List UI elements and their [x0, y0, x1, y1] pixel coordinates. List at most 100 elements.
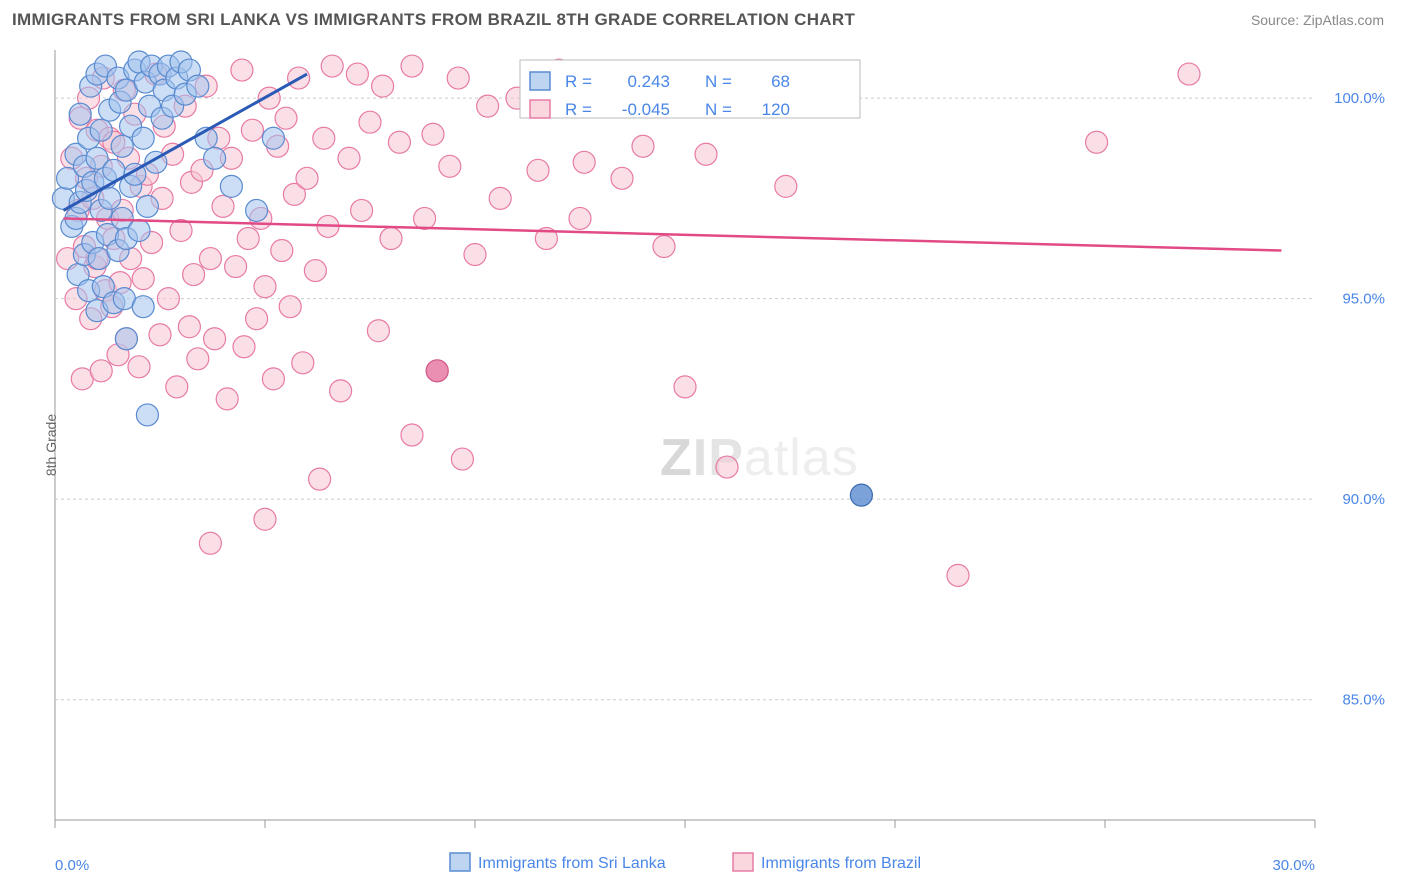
- legend-series-label: Immigrants from Sri Lanka: [478, 855, 666, 872]
- data-point: [99, 187, 121, 209]
- data-point: [254, 276, 276, 298]
- legend-r-value: 0.243: [627, 72, 670, 91]
- data-point: [775, 175, 797, 197]
- data-point: [451, 448, 473, 470]
- chart-container: 8th Grade 85.0%90.0%95.0%100.0%0.0%30.0%…: [50, 45, 1395, 845]
- y-tick-label: 100.0%: [1334, 90, 1385, 107]
- legend-r-label: R =: [565, 72, 592, 91]
- data-point: [447, 67, 469, 89]
- data-point: [414, 207, 436, 229]
- header: IMMIGRANTS FROM SRI LANKA VS IMMIGRANTS …: [0, 0, 1406, 36]
- data-point: [187, 75, 209, 97]
- data-point: [573, 151, 595, 173]
- legend-n-value: 120: [762, 100, 790, 119]
- data-point: [212, 195, 234, 217]
- data-point: [111, 135, 133, 157]
- data-point: [321, 55, 343, 77]
- data-point: [136, 195, 158, 217]
- data-point: [166, 376, 188, 398]
- y-axis-label: 8th Grade: [43, 414, 59, 476]
- data-point: [313, 127, 335, 149]
- legend-r-label: R =: [565, 100, 592, 119]
- data-point: [90, 360, 112, 382]
- data-point: [947, 564, 969, 586]
- data-point: [632, 135, 654, 157]
- data-point: [401, 55, 423, 77]
- data-point: [292, 352, 314, 374]
- data-point: [401, 424, 423, 446]
- data-point: [477, 95, 499, 117]
- legend-swatch: [530, 72, 550, 90]
- x-tick-label: 0.0%: [55, 857, 89, 874]
- data-point: [132, 127, 154, 149]
- data-point: [204, 328, 226, 350]
- data-point: [359, 111, 381, 133]
- data-point: [157, 288, 179, 310]
- data-point: [149, 324, 171, 346]
- y-tick-label: 95.0%: [1342, 291, 1385, 308]
- data-point: [674, 376, 696, 398]
- data-point: [199, 248, 221, 270]
- data-point: [262, 368, 284, 390]
- data-point: [233, 336, 255, 358]
- data-point: [187, 348, 209, 370]
- data-point: [367, 320, 389, 342]
- legend-n-label: N =: [705, 72, 732, 91]
- data-point: [225, 256, 247, 278]
- data-point: [262, 127, 284, 149]
- data-point: [346, 63, 368, 85]
- watermark: ZIPatlas: [660, 429, 859, 487]
- data-point: [279, 296, 301, 318]
- data-point: [220, 175, 242, 197]
- y-tick-label: 90.0%: [1342, 491, 1385, 508]
- data-point: [275, 107, 297, 129]
- data-point: [132, 268, 154, 290]
- data-point: [128, 219, 150, 241]
- data-point: [422, 123, 444, 145]
- x-tick-label: 30.0%: [1272, 857, 1315, 874]
- legend-swatch: [530, 100, 550, 118]
- data-point: [128, 356, 150, 378]
- data-point: [246, 199, 268, 221]
- y-tick-label: 85.0%: [1342, 692, 1385, 709]
- data-point: [216, 388, 238, 410]
- data-point: [178, 316, 200, 338]
- data-point: [653, 236, 675, 258]
- data-point: [611, 167, 633, 189]
- legend-swatch: [733, 853, 753, 871]
- data-point: [115, 328, 137, 350]
- data-point: [527, 159, 549, 181]
- data-point: [246, 308, 268, 330]
- data-point: [351, 199, 373, 221]
- data-point: [388, 131, 410, 153]
- data-point: [90, 119, 112, 141]
- chart-title: IMMIGRANTS FROM SRI LANKA VS IMMIGRANTS …: [12, 10, 855, 30]
- legend-series-label: Immigrants from Brazil: [761, 855, 921, 872]
- data-point: [338, 147, 360, 169]
- data-point: [204, 147, 226, 169]
- legend-swatch: [450, 853, 470, 871]
- data-point: [489, 187, 511, 209]
- data-point: [136, 404, 158, 426]
- data-point: [231, 59, 253, 81]
- legend-n-label: N =: [705, 100, 732, 119]
- data-point: [464, 244, 486, 266]
- data-point: [716, 456, 738, 478]
- data-point: [271, 240, 293, 262]
- data-point: [254, 508, 276, 530]
- data-point: [237, 227, 259, 249]
- data-point: [380, 227, 402, 249]
- data-point: [304, 260, 326, 282]
- data-point: [241, 119, 263, 141]
- data-point: [69, 103, 91, 125]
- data-point: [569, 207, 591, 229]
- legend-r-value: -0.045: [622, 100, 670, 119]
- data-point: [695, 143, 717, 165]
- data-point: [296, 167, 318, 189]
- data-point: [132, 296, 154, 318]
- data-point: [1086, 131, 1108, 153]
- scatter-chart: 85.0% 90.0% 95.0% 100.0% 0.0% 30.0% ZIPatlas R …: [50, 45, 1395, 885]
- data-point: [1178, 63, 1200, 85]
- data-point: [199, 532, 221, 554]
- legend-n-value: 68: [771, 72, 790, 91]
